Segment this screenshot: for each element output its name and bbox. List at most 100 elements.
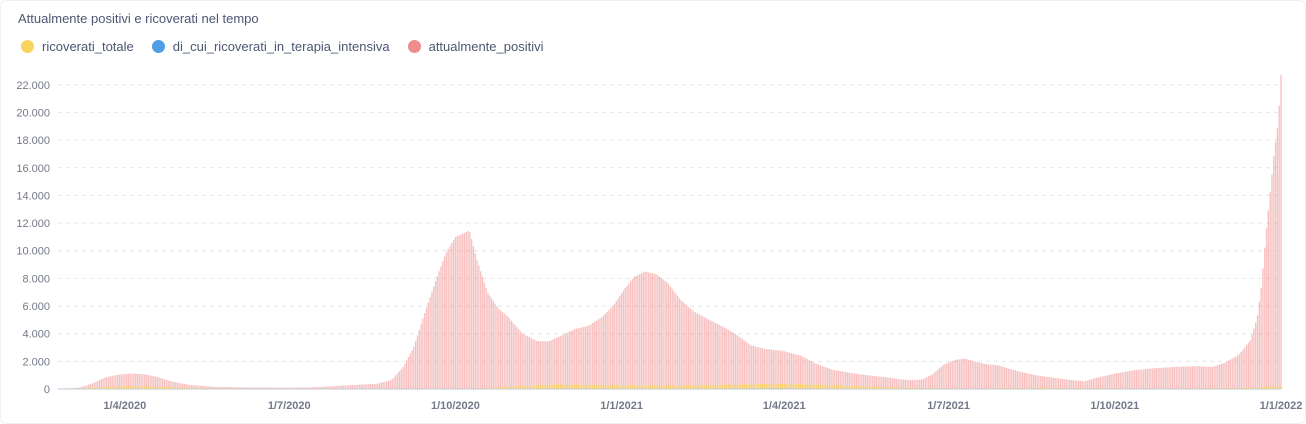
bar[interactable] bbox=[445, 252, 448, 389]
bar[interactable] bbox=[1166, 367, 1168, 389]
bar[interactable] bbox=[1226, 361, 1228, 389]
bar[interactable] bbox=[1025, 387, 1027, 389]
bar[interactable] bbox=[573, 329, 576, 389]
bar[interactable] bbox=[162, 378, 164, 389]
bar[interactable] bbox=[214, 386, 216, 389]
bar[interactable] bbox=[975, 361, 977, 389]
bar[interactable] bbox=[705, 318, 708, 389]
bar[interactable] bbox=[909, 387, 912, 389]
bar[interactable] bbox=[1236, 387, 1239, 389]
bar[interactable] bbox=[993, 364, 995, 389]
bar[interactable] bbox=[810, 361, 812, 389]
bar[interactable] bbox=[1032, 374, 1035, 389]
bar[interactable] bbox=[1255, 322, 1257, 389]
bar[interactable] bbox=[236, 387, 238, 389]
bar[interactable] bbox=[386, 381, 388, 389]
bar[interactable] bbox=[799, 384, 802, 389]
bar[interactable] bbox=[106, 387, 108, 389]
bar[interactable] bbox=[1200, 366, 1203, 389]
bar[interactable] bbox=[765, 349, 767, 389]
bar[interactable] bbox=[814, 384, 816, 389]
bar[interactable] bbox=[156, 376, 159, 389]
bar[interactable] bbox=[259, 387, 262, 389]
bar[interactable] bbox=[882, 376, 885, 389]
bar[interactable] bbox=[879, 386, 881, 389]
bar[interactable] bbox=[971, 360, 973, 389]
bar[interactable] bbox=[1016, 370, 1018, 389]
bar[interactable] bbox=[796, 384, 798, 389]
bar[interactable] bbox=[890, 377, 892, 389]
bar[interactable] bbox=[666, 385, 668, 389]
bar[interactable] bbox=[120, 374, 122, 389]
bar[interactable] bbox=[1247, 342, 1250, 389]
bar[interactable] bbox=[834, 370, 836, 389]
bar[interactable] bbox=[1274, 386, 1277, 389]
bar[interactable] bbox=[116, 374, 119, 389]
bar[interactable] bbox=[1229, 359, 1232, 389]
bar[interactable] bbox=[191, 387, 193, 389]
bar[interactable] bbox=[313, 387, 316, 389]
bar[interactable] bbox=[1023, 387, 1026, 389]
bar[interactable] bbox=[180, 383, 182, 389]
bar[interactable] bbox=[274, 387, 276, 389]
bar[interactable] bbox=[884, 377, 887, 389]
bar[interactable] bbox=[583, 327, 585, 389]
bar[interactable] bbox=[216, 386, 218, 389]
bar[interactable] bbox=[1099, 376, 1102, 389]
bar[interactable] bbox=[1179, 366, 1181, 389]
bar[interactable] bbox=[629, 281, 632, 389]
bar[interactable] bbox=[169, 387, 171, 389]
bar[interactable] bbox=[754, 384, 756, 389]
bar[interactable] bbox=[191, 385, 193, 389]
bar[interactable] bbox=[825, 385, 827, 389]
bar[interactable] bbox=[749, 384, 751, 389]
bar[interactable] bbox=[122, 374, 124, 389]
bar[interactable] bbox=[816, 363, 818, 389]
bar[interactable] bbox=[1063, 387, 1065, 389]
bar[interactable] bbox=[1256, 315, 1259, 389]
bar[interactable] bbox=[691, 309, 693, 389]
bar[interactable] bbox=[579, 327, 581, 389]
bar[interactable] bbox=[1258, 301, 1260, 389]
bar[interactable] bbox=[263, 387, 265, 389]
bar[interactable] bbox=[1061, 387, 1064, 389]
bar[interactable] bbox=[732, 332, 735, 389]
bar[interactable] bbox=[783, 351, 785, 389]
bar[interactable] bbox=[778, 350, 780, 389]
bar[interactable] bbox=[1220, 363, 1223, 389]
bar[interactable] bbox=[539, 341, 542, 389]
bar[interactable] bbox=[310, 387, 312, 389]
bar[interactable] bbox=[924, 378, 926, 389]
bar[interactable] bbox=[559, 336, 561, 389]
bar[interactable] bbox=[635, 385, 637, 389]
bar[interactable] bbox=[781, 383, 784, 389]
bar[interactable] bbox=[1094, 378, 1096, 389]
bar[interactable] bbox=[1276, 386, 1279, 389]
bar[interactable] bbox=[848, 372, 850, 389]
bar[interactable] bbox=[915, 379, 917, 389]
bar[interactable] bbox=[1054, 377, 1056, 389]
bar[interactable] bbox=[402, 367, 404, 389]
bar[interactable] bbox=[1245, 345, 1248, 389]
bar[interactable] bbox=[1271, 386, 1273, 389]
bar[interactable] bbox=[1119, 372, 1121, 389]
bar[interactable] bbox=[1264, 247, 1266, 389]
bar[interactable] bbox=[1014, 370, 1017, 389]
bar[interactable] bbox=[268, 387, 271, 389]
bar[interactable] bbox=[572, 384, 574, 389]
bar[interactable] bbox=[718, 324, 720, 389]
bar[interactable] bbox=[557, 337, 560, 389]
bar[interactable] bbox=[747, 384, 749, 389]
bar[interactable] bbox=[601, 385, 603, 389]
bar[interactable] bbox=[633, 276, 635, 389]
bar[interactable] bbox=[237, 387, 240, 389]
bar[interactable] bbox=[373, 383, 375, 389]
bar[interactable] bbox=[682, 301, 684, 389]
bar[interactable] bbox=[1236, 355, 1239, 389]
bar[interactable] bbox=[1021, 387, 1024, 389]
bar[interactable] bbox=[167, 387, 169, 389]
bar[interactable] bbox=[185, 387, 187, 389]
bar[interactable] bbox=[769, 349, 771, 389]
bar[interactable] bbox=[812, 384, 814, 389]
bar[interactable] bbox=[875, 376, 878, 389]
